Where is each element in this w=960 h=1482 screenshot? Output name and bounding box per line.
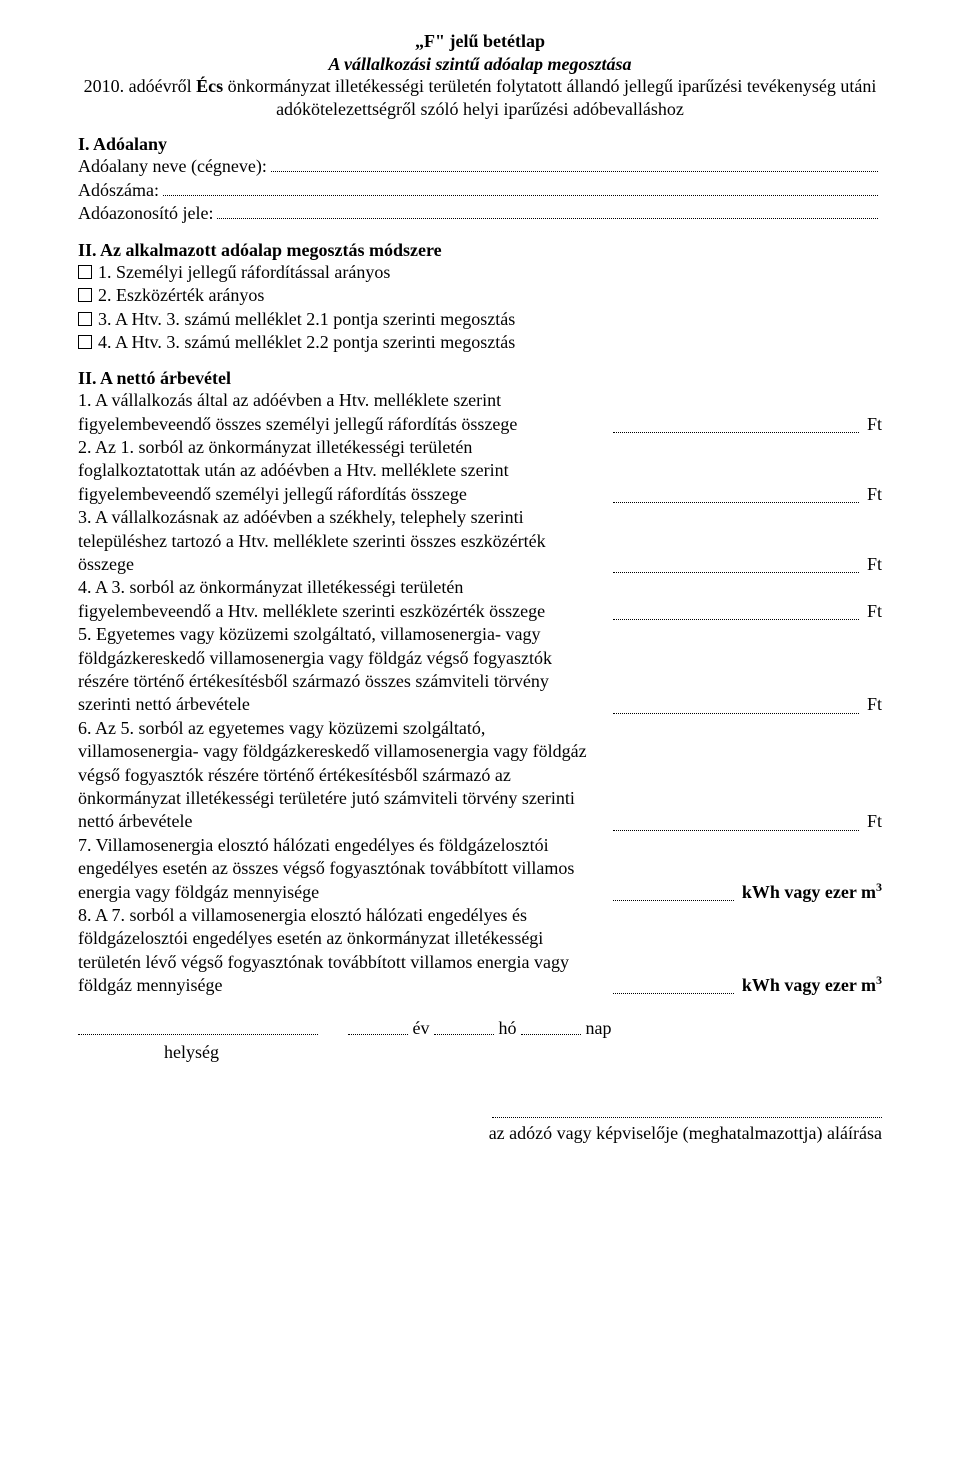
input-amount[interactable] xyxy=(613,486,859,503)
opt2-label: 2. Eszközérték arányos xyxy=(98,285,264,305)
input-nap[interactable] xyxy=(521,1017,581,1034)
input-cegneve[interactable] xyxy=(271,155,878,172)
opt1-label: 1. Személyi jellegű ráfordítással arányo… xyxy=(98,262,390,282)
input-amount[interactable] xyxy=(613,603,859,620)
label-ev: év xyxy=(408,1019,434,1039)
netto-item-text: 6. Az 5. sorból az egyetemes vagy közüze… xyxy=(78,717,593,834)
netto-item-text: 3. A vállalkozásnak az adóévben a székhe… xyxy=(78,506,593,576)
section-i-title: I. Adóalany xyxy=(78,134,882,155)
signature-line[interactable] xyxy=(492,1101,882,1118)
label-ho: hó xyxy=(494,1019,521,1039)
label-nap: nap xyxy=(581,1019,612,1039)
footer-date-row: év hó nap xyxy=(78,1017,882,1039)
unit-label: Ft xyxy=(867,600,882,623)
netto-item-text: 4. A 3. sorból az önkormányzat illetékes… xyxy=(78,576,593,623)
netto-item-text: 2. Az 1. sorból az önkormányzat illetéke… xyxy=(78,436,593,506)
unit-label: Ft xyxy=(867,810,882,833)
input-amount[interactable] xyxy=(613,814,859,831)
header-line: 2010. adóévről Écs önkormányzat illetéke… xyxy=(78,75,882,120)
unit-label: kWh vagy ezer m3 xyxy=(742,880,882,904)
netto-item-fill: kWh vagy ezer m3 xyxy=(609,904,882,998)
input-amount[interactable] xyxy=(613,416,859,433)
opt-4: 4. A Htv. 3. számú melléklet 2.2 pontja … xyxy=(78,331,882,354)
netto-item-fill: Ft xyxy=(609,506,882,576)
netto-item-fill: kWh vagy ezer m3 xyxy=(609,834,882,904)
section-ii-title: II. Az alkalmazott adóalap megosztás mód… xyxy=(78,240,882,261)
netto-item-text: 7. Villamosenergia elosztó hálózati enge… xyxy=(78,834,593,904)
netto-item: 1. A vállalkozás által az adóévben a Htv… xyxy=(78,389,882,436)
netto-list: 1. A vállalkozás által az adóévben a Htv… xyxy=(78,389,882,997)
unit-label: Ft xyxy=(867,483,882,506)
checkbox-icon[interactable] xyxy=(78,312,92,326)
netto-item: 2. Az 1. sorból az önkormányzat illetéke… xyxy=(78,436,882,506)
netto-item: 3. A vállalkozásnak az adóévben a székhe… xyxy=(78,506,882,576)
netto-item: 6. Az 5. sorból az egyetemes vagy közüze… xyxy=(78,717,882,834)
hdr-1b: Écs xyxy=(196,76,223,96)
netto-item: 5. Egyetemes vagy közüzemi szolgáltató, … xyxy=(78,623,882,717)
opt4-label: 4. A Htv. 3. számú melléklet 2.2 pontja … xyxy=(98,332,515,352)
row-cegneve: Adóalany neve (cégneve): xyxy=(78,155,882,179)
netto-item-fill: Ft xyxy=(609,389,882,436)
opt-2: 2. Eszközérték arányos xyxy=(78,284,882,307)
input-adoazonosito[interactable] xyxy=(217,202,878,219)
netto-item-text: 8. A 7. sorból a villamosenergia elosztó… xyxy=(78,904,593,998)
netto-item-fill: Ft xyxy=(609,436,882,506)
netto-item: 7. Villamosenergia elosztó hálózati enge… xyxy=(78,834,882,904)
label-cegneve: Adóalany neve (cégneve): xyxy=(78,155,267,178)
title: „F" jelű betétlap xyxy=(78,30,882,53)
section-netto-title: II. A nettó árbevétel xyxy=(78,368,882,389)
label-adoazonosito: Adóazonosító jele: xyxy=(78,202,213,225)
label-adoszama: Adószáma: xyxy=(78,179,159,202)
input-ev[interactable] xyxy=(348,1017,408,1034)
checkbox-icon[interactable] xyxy=(78,335,92,349)
netto-item-text: 1. A vállalkozás által az adóévben a Htv… xyxy=(78,389,593,436)
netto-item-fill: Ft xyxy=(609,717,882,834)
row-adoazonosito: Adóazonosító jele: xyxy=(78,202,882,226)
unit-label: Ft xyxy=(867,553,882,576)
hdr-1a: 2010. adóévről xyxy=(84,76,196,96)
hdr-1c: önkormányzat illetékességi területén fol… xyxy=(223,76,876,119)
checkbox-icon[interactable] xyxy=(78,265,92,279)
signature-label: az adózó vagy képviselője (meghatalmazot… xyxy=(78,1123,882,1144)
subtitle: A vállalkozási szintű adóalap megosztása xyxy=(78,53,882,76)
unit-label: kWh vagy ezer m3 xyxy=(742,973,882,997)
input-location[interactable] xyxy=(78,1017,318,1034)
netto-item-text: 5. Egyetemes vagy közüzemi szolgáltató, … xyxy=(78,623,593,717)
opt-1: 1. Személyi jellegű ráfordítással arányo… xyxy=(78,261,882,284)
checkbox-icon[interactable] xyxy=(78,288,92,302)
netto-item-fill: Ft xyxy=(609,576,882,623)
row-adoszama: Adószáma: xyxy=(78,179,882,203)
unit-label: Ft xyxy=(867,693,882,716)
input-amount[interactable] xyxy=(613,977,734,994)
label-helyseg: helység xyxy=(164,1042,882,1063)
unit-label: Ft xyxy=(867,413,882,436)
page: „F" jelű betétlap A vállalkozási szintű … xyxy=(0,0,960,1482)
input-adoszama[interactable] xyxy=(163,179,878,196)
signature-block: az adózó vagy képviselője (meghatalmazot… xyxy=(78,1101,882,1144)
input-amount[interactable] xyxy=(613,697,859,714)
opt3-label: 3. A Htv. 3. számú melléklet 2.1 pontja … xyxy=(98,309,515,329)
input-ho[interactable] xyxy=(434,1017,494,1034)
header-block: „F" jelű betétlap A vállalkozási szintű … xyxy=(78,30,882,120)
opt-3: 3. A Htv. 3. számú melléklet 2.1 pontja … xyxy=(78,308,882,331)
netto-item-fill: Ft xyxy=(609,623,882,717)
netto-item: 8. A 7. sorból a villamosenergia elosztó… xyxy=(78,904,882,998)
netto-item: 4. A 3. sorból az önkormányzat illetékes… xyxy=(78,576,882,623)
input-amount[interactable] xyxy=(613,556,859,573)
input-amount[interactable] xyxy=(613,884,734,901)
